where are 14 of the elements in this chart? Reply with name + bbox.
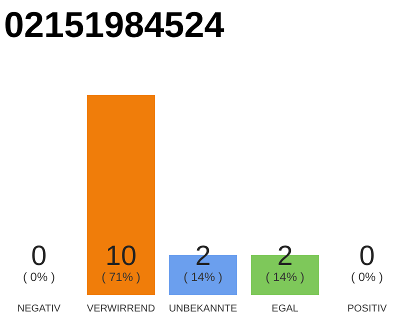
data-label: 0 xyxy=(31,240,47,271)
data-label: 0 xyxy=(359,240,375,271)
annotation: ( 0% ) xyxy=(22,270,55,284)
x-tick-label: UNBEKANNTE xyxy=(168,304,238,314)
x-tick-label: EGAL xyxy=(272,304,299,314)
chart-title: 02151984524 xyxy=(4,4,224,45)
annotation: ( 71% ) xyxy=(102,270,140,284)
annotation: ( 0% ) xyxy=(351,270,384,284)
x-tick-label: NEGATIV xyxy=(17,304,61,314)
annotation: ( 14% ) xyxy=(184,270,222,284)
x-tick-label: VERWIRREND xyxy=(86,304,156,314)
annotation: ( 14% ) xyxy=(266,270,304,284)
data-label: 10 xyxy=(105,240,137,271)
x-tick-label: POSITIV xyxy=(347,304,388,314)
